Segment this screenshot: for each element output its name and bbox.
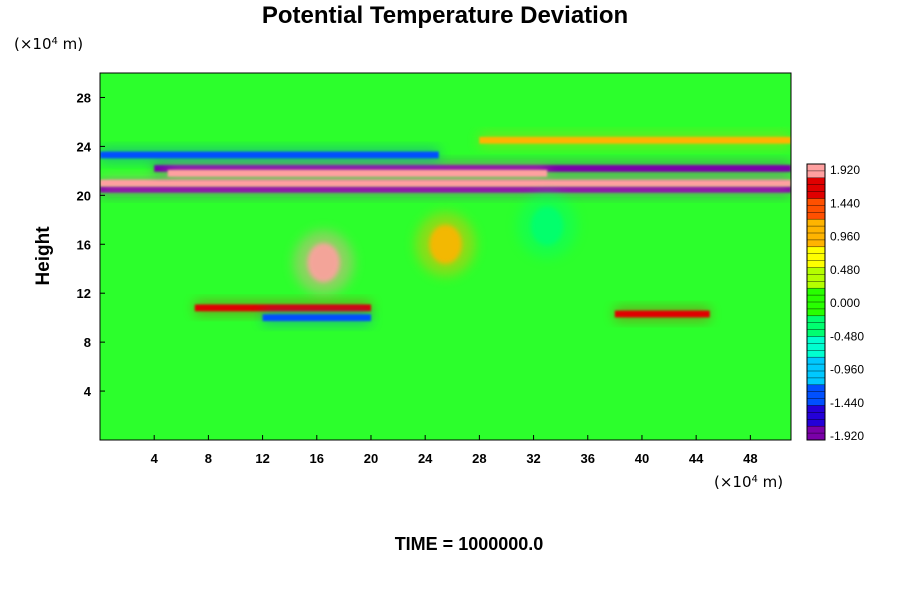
y-tick-label: 8 xyxy=(84,335,91,350)
x-tick-label: 36 xyxy=(581,451,595,466)
colorbar-segment xyxy=(807,364,825,372)
colorbar-segment xyxy=(807,371,825,379)
field-blob xyxy=(307,243,340,283)
colorbar-segment xyxy=(807,391,825,400)
y-tick-label: 4 xyxy=(84,384,92,399)
colorbar-segment xyxy=(807,302,825,310)
heatmap-features xyxy=(100,133,791,325)
x-tick-label: 48 xyxy=(743,451,757,466)
colorbar-segment xyxy=(807,253,825,262)
colorbar-tick-label: -1.440 xyxy=(830,396,864,410)
x-tick-label: 32 xyxy=(526,451,540,466)
field-blob xyxy=(530,206,564,246)
y-tick-label: 28 xyxy=(77,90,91,105)
colorbar-tick-label: 0.960 xyxy=(830,230,860,244)
colorbar-segment xyxy=(807,177,825,186)
colorbar-tick-label: 0.000 xyxy=(830,296,860,310)
colorbar-segment xyxy=(807,219,825,227)
colorbar-segment xyxy=(807,212,825,220)
x-tick-label: 4 xyxy=(151,451,159,466)
colorbar-segment xyxy=(807,384,825,393)
y-tick-label: 24 xyxy=(77,139,92,154)
colorbar-tick-label: 1.440 xyxy=(830,196,860,210)
colorbar-segment xyxy=(807,377,825,386)
colorbar-tick-label: -0.960 xyxy=(830,363,864,377)
colorbar-segment xyxy=(807,246,825,255)
colorbar-segment xyxy=(807,336,825,344)
colorbar-segment xyxy=(807,205,825,213)
field-band xyxy=(167,169,548,177)
y-axis-unit-exponent: 4 xyxy=(52,36,58,47)
heatmap-field xyxy=(100,73,791,440)
colorbar-segment xyxy=(807,343,825,351)
x-axis: 4 8 12 16 20 24 28 32 36 40 44 48 xyxy=(151,435,758,466)
colorbar-segment xyxy=(807,239,825,248)
x-tick-label: 16 xyxy=(310,451,324,466)
x-axis-unit: (×104 m) xyxy=(714,473,783,491)
y-axis-label: Height xyxy=(33,226,54,286)
time-label: TIME = 1000000.0 xyxy=(395,534,544,554)
field-band xyxy=(194,304,371,312)
y-axis-unit-prefix: (×10 xyxy=(14,35,52,53)
y-axis-unit-suffix: m) xyxy=(58,35,83,53)
colorbar-tick-label: -1.920 xyxy=(830,429,864,443)
y-tick-label: 16 xyxy=(77,237,91,252)
x-tick-label: 20 xyxy=(364,451,378,466)
colorbar-segment xyxy=(807,295,825,303)
colorbar-segment xyxy=(807,322,825,331)
colorbar-tick-label: 0.480 xyxy=(830,263,860,277)
y-tick-label: 12 xyxy=(77,286,91,301)
y-axis-unit: (×104 m) xyxy=(14,35,83,53)
colorbar: 1.920 1.440 0.960 0.480 0.000 -0.480 -0.960 -1.… xyxy=(806,163,864,443)
colorbar-segment xyxy=(807,184,825,193)
colorbar-segment xyxy=(807,315,825,324)
colorbar-segment xyxy=(807,308,825,317)
colorbar-segment xyxy=(807,433,825,441)
x-tick-label: 28 xyxy=(472,451,486,466)
colorbar-segment xyxy=(807,267,825,275)
field-band xyxy=(614,310,710,318)
colorbar-segment xyxy=(807,198,825,206)
field-band xyxy=(100,151,439,159)
field-band xyxy=(100,179,791,187)
y-axis: 4 8 12 16 20 24 28 xyxy=(77,90,105,399)
colorbar-segment xyxy=(807,398,825,406)
x-tick-label: 12 xyxy=(255,451,269,466)
x-tick-label: 44 xyxy=(689,451,704,466)
colorbar-segment xyxy=(807,191,825,199)
colorbar-segment xyxy=(807,281,825,289)
x-tick-label: 40 xyxy=(635,451,649,466)
colorbar-segment xyxy=(807,164,825,172)
colorbar-segment xyxy=(807,405,825,413)
field-blob xyxy=(429,224,462,264)
colorbar-segment xyxy=(807,288,825,296)
x-axis-unit-exponent: 4 xyxy=(752,474,758,485)
x-axis-unit-suffix: m) xyxy=(758,473,783,491)
y-tick-label: 20 xyxy=(77,188,91,203)
colorbar-tick-label: 1.920 xyxy=(830,163,860,177)
colorbar-segment xyxy=(807,274,825,282)
colorbar-tick-label: -0.480 xyxy=(830,329,864,343)
colorbar-segment xyxy=(807,170,825,179)
x-tick-label: 8 xyxy=(205,451,212,466)
plot-frame xyxy=(99,72,792,441)
colorbar-frame xyxy=(806,163,826,441)
colorbar-segment xyxy=(807,233,825,241)
chart-title: Potential Temperature Deviation xyxy=(262,2,628,29)
colorbar-segment xyxy=(807,329,825,337)
colorbar-segment xyxy=(807,426,825,434)
x-axis-unit-prefix: (×10 xyxy=(714,473,752,491)
colorbar-segment xyxy=(807,419,825,427)
colorbar-segment xyxy=(807,260,825,268)
colorbar-segment xyxy=(807,350,825,358)
colorbar-segment xyxy=(807,357,825,365)
x-tick-label: 24 xyxy=(418,451,433,466)
colorbar-segment xyxy=(807,412,825,420)
field-band xyxy=(262,314,371,322)
colorbar-segment xyxy=(807,226,825,234)
field-band xyxy=(479,136,791,144)
